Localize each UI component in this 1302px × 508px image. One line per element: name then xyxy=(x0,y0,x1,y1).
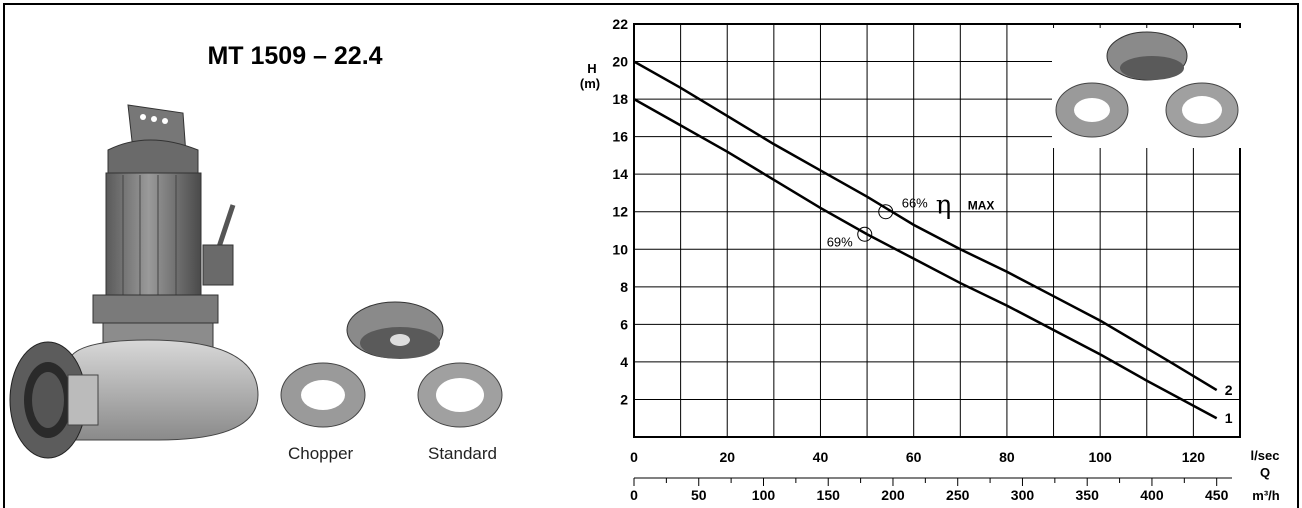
x-tick-label: 120 xyxy=(1182,449,1206,465)
curve-label-2: 2 xyxy=(1225,382,1233,398)
x-tick-label: 20 xyxy=(719,449,735,465)
y-tick-label: 20 xyxy=(612,54,628,70)
y-axis-label: H xyxy=(587,61,596,76)
secondary-x-tick-label: 50 xyxy=(691,487,707,503)
chopper-label: Chopper xyxy=(288,444,354,463)
eta-max-label: MAX xyxy=(968,199,995,213)
product-title: MT 1509 – 22.4 xyxy=(207,42,383,70)
secondary-x-tick-label: 200 xyxy=(881,487,905,503)
y-axis-unit: (m) xyxy=(580,76,600,91)
secondary-x-axis-label: m³/h xyxy=(1252,488,1280,503)
chart-impeller-inset xyxy=(1052,28,1242,148)
eta-symbol: η xyxy=(936,191,952,221)
standard-label: Standard xyxy=(428,444,497,463)
y-tick-label: 12 xyxy=(612,204,628,220)
secondary-x-tick-label: 150 xyxy=(817,487,841,503)
x-axis-label: l/sec xyxy=(1251,448,1280,463)
y-tick-label: 16 xyxy=(612,129,628,145)
page-frame xyxy=(3,3,1299,508)
y-tick-label: 10 xyxy=(612,241,628,257)
efficiency-marker xyxy=(878,204,894,220)
secondary-x-tick-label: 400 xyxy=(1140,487,1164,503)
efficiency-label: 66% xyxy=(902,196,928,211)
secondary-x-tick-label: 100 xyxy=(752,487,776,503)
y-tick-label: 14 xyxy=(612,166,628,182)
curve-label-1: 1 xyxy=(1225,410,1233,426)
y-tick-label: 18 xyxy=(612,91,628,107)
y-tick-label: 22 xyxy=(612,16,628,32)
x-tick-label: 100 xyxy=(1088,449,1112,465)
secondary-x-tick-label: 300 xyxy=(1011,487,1035,503)
x-tick-label: 40 xyxy=(813,449,829,465)
secondary-x-tick-label: 250 xyxy=(946,487,970,503)
x-axis-symbol: Q xyxy=(1260,465,1270,480)
y-tick-label: 6 xyxy=(620,316,628,332)
impeller-illustration xyxy=(280,301,503,428)
pump-illustration xyxy=(9,104,259,459)
curve-1 xyxy=(633,98,1218,420)
y-tick-label: 4 xyxy=(620,354,628,370)
x-tick-label: 80 xyxy=(999,449,1015,465)
secondary-x-tick-label: 0 xyxy=(630,487,638,503)
y-tick-label: 8 xyxy=(620,279,628,295)
y-tick-label: 2 xyxy=(620,391,628,407)
secondary-x-tick-label: 350 xyxy=(1076,487,1100,503)
x-tick-label: 60 xyxy=(906,449,922,465)
secondary-x-tick-label: 450 xyxy=(1205,487,1229,503)
curve-2 xyxy=(633,60,1218,392)
efficiency-marker xyxy=(857,226,873,242)
x-tick-label: 0 xyxy=(630,449,638,465)
plot-frame xyxy=(633,23,1241,438)
efficiency-label: 69% xyxy=(827,234,853,249)
